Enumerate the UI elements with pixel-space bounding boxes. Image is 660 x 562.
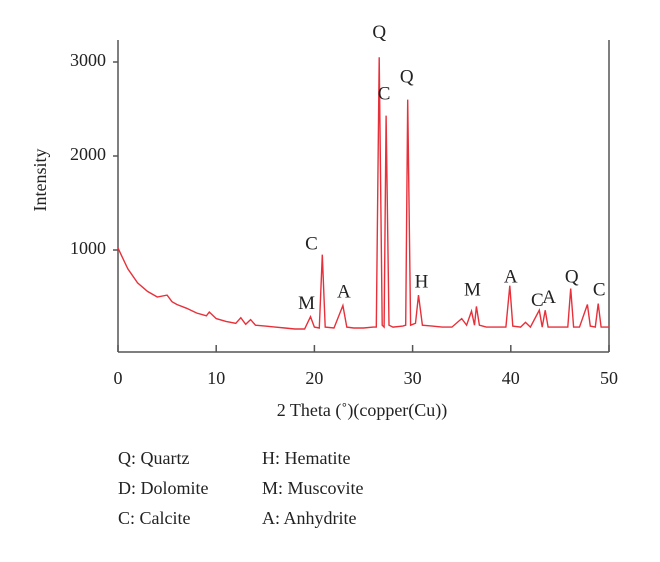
peak-label: Q: [400, 66, 414, 87]
peak-label: M: [298, 293, 315, 314]
peak-label: Q: [565, 267, 579, 288]
peak-label: A: [504, 267, 518, 288]
legend-note: M: Muscovite: [262, 478, 364, 498]
legend-note: H: Hematite: [262, 448, 350, 468]
x-tick-label: 40: [502, 368, 520, 388]
x-axis-title: 2 Theta (˚)(copper(Cu)): [277, 400, 448, 421]
peak-label: C: [305, 234, 318, 255]
peak-label: A: [337, 282, 351, 303]
peak-label: C: [378, 83, 391, 104]
y-tick-label: 1000: [70, 238, 106, 258]
y-axis-title: Intensity: [30, 149, 50, 212]
x-tick-label: 10: [207, 368, 225, 388]
y-tick-label: 3000: [70, 50, 106, 70]
peak-label: Q: [372, 22, 386, 43]
data-line: [117, 57, 609, 330]
y-tick-label: 2000: [70, 144, 106, 164]
peak-label: H: [415, 271, 429, 292]
legend-note: A: Anhydrite: [262, 508, 357, 528]
legend-note: C: Calcite: [118, 508, 190, 528]
x-tick-label: 0: [114, 368, 123, 388]
peak-label: C: [531, 290, 544, 311]
peak-label: C: [593, 280, 606, 301]
x-tick-label: 30: [404, 368, 422, 388]
x-tick-label: 50: [600, 368, 618, 388]
peak-label: A: [542, 287, 556, 308]
x-tick-label: 20: [305, 368, 323, 388]
legend-note: Q: Quartz: [118, 448, 189, 468]
legend-note: D: Dolomite: [118, 478, 209, 498]
peak-label: M: [464, 280, 481, 301]
